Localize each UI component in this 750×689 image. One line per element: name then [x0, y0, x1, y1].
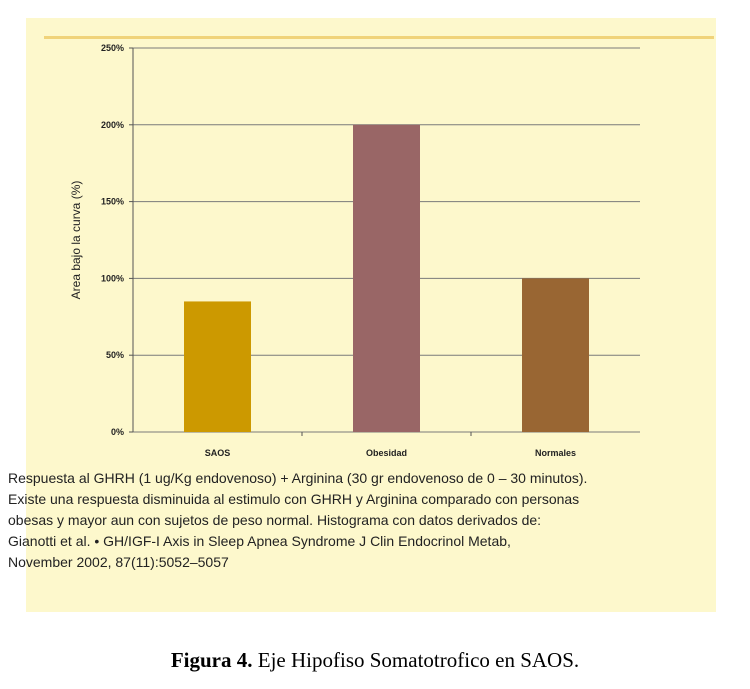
note-line: Existe una respuesta disminuida al estim…: [8, 491, 580, 507]
figure-label: Figura 4.: [170, 648, 253, 672]
top-rule: [44, 36, 714, 39]
note-line: Respuesta al GHRH (1 ug/Kg endovenoso) +…: [8, 470, 588, 486]
y-tick-label: 100%: [101, 273, 124, 283]
bars: [184, 124, 589, 433]
y-tick-label: 200%: [101, 120, 124, 130]
y-tick-label: 250%: [101, 43, 124, 53]
y-tick-label: 0%: [111, 427, 124, 437]
bar-normales: [522, 278, 589, 432]
x-category-label: Normales: [535, 448, 576, 458]
y-tick-label: 150%: [101, 197, 124, 207]
x-category-labels: SAOS Obesidad Normales: [205, 448, 576, 458]
y-tick-label: 50%: [106, 350, 124, 360]
y-tick-labels: 0% 50% 100% 150% 200% 250%: [101, 43, 124, 437]
bar-obesidad: [353, 124, 420, 433]
x-category-label: Obesidad: [366, 448, 407, 458]
bar-chart: 0% 50% 100% 150% 200% 250% SAOS Obesidad Normal…: [69, 43, 640, 458]
y-axis-label: Area bajo la curva (%): [69, 181, 83, 300]
figure-title: Eje Hipofiso Somatotrofico en SAOS.: [257, 648, 580, 672]
note-line: Gianotti et al. • GH/IGF-I Axis in Sleep…: [8, 533, 511, 549]
chart-description: Respuesta al GHRH (1 ug/Kg endovenoso) +…: [8, 468, 688, 573]
figure-caption: Figura 4. Eje Hipofiso Somatotrofico en …: [0, 648, 750, 673]
bar-saos: [184, 301, 251, 432]
note-line: November 2002, 87(11):5052–5057: [8, 554, 229, 570]
note-line: obesas y mayor aun con sujetos de peso n…: [8, 512, 542, 528]
x-category-label: SAOS: [205, 448, 231, 458]
